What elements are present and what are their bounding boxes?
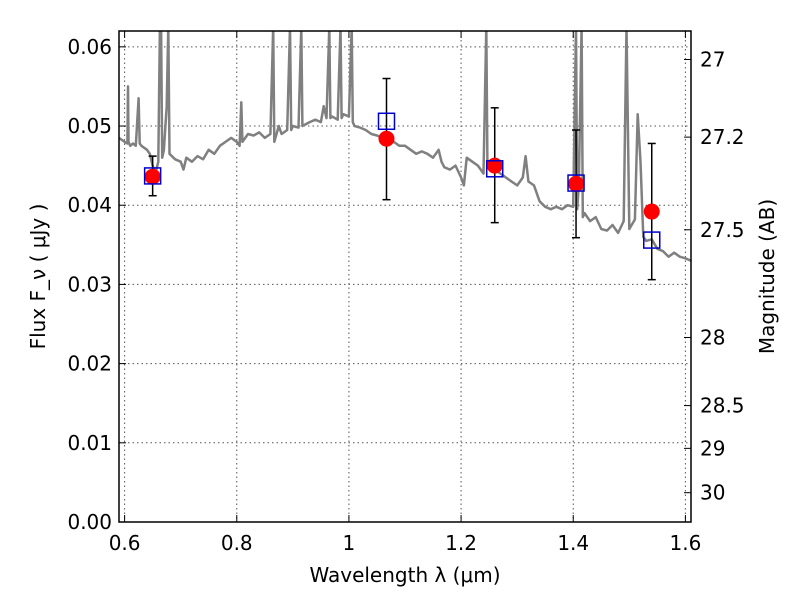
- x-tick-label: 1.4: [557, 531, 589, 555]
- x-tick-label: 1: [343, 531, 356, 555]
- model-photometry-square: [567, 174, 585, 192]
- model-photometry-squares: [143, 112, 661, 249]
- y-tick-label: 0.03: [67, 272, 112, 296]
- y-tick-label: 0.02: [67, 352, 112, 376]
- y-tick-label: 0.06: [67, 35, 112, 59]
- right-tick-label: 28: [700, 325, 725, 349]
- right-tick-label: 28.5: [700, 394, 745, 418]
- grid-lines: [119, 31, 691, 523]
- plot-frame: [118, 30, 692, 523]
- right-tick-label: 27.2: [700, 125, 745, 149]
- model-photometry-square: [485, 160, 504, 178]
- observed-point: [568, 175, 585, 192]
- observed-points: [144, 130, 660, 220]
- y-tick-label: 0.00: [67, 510, 112, 534]
- y-tick-label: 0.05: [67, 114, 112, 138]
- right-tick-label: 30: [700, 481, 725, 505]
- x-tick-label: 1.2: [445, 531, 477, 555]
- observed-point: [144, 168, 161, 185]
- model-spectrum-line: [119, 31, 691, 262]
- model-photometry-square: [377, 112, 396, 131]
- y-axis-label: Flux F_ν ( μJy ): [26, 204, 50, 350]
- x-tick-label: 0.6: [109, 531, 141, 555]
- y-tick-label: 0.01: [67, 431, 112, 455]
- right-tick-label: 29: [700, 436, 725, 460]
- axes: 0.6 0.8 1 1.2 1.4 1.6 0.00 0.01 0.02 0.03 0.04 0.05…: [67, 31, 745, 555]
- x-tick-label: 0.8: [221, 531, 253, 555]
- x-axis-label: Wavelength λ (μm): [309, 563, 500, 587]
- x-tick-label: 1.6: [669, 531, 701, 555]
- y-tick-label: 0.04: [67, 193, 112, 217]
- model-photometry-square: [143, 167, 162, 185]
- model-spectrum: [119, 31, 691, 262]
- observed-point: [643, 203, 660, 220]
- model-photometry-square: [642, 231, 661, 249]
- right-tick-label: 27: [700, 48, 725, 72]
- right-tick-label: 27.5: [700, 218, 745, 242]
- right-axis-label: Magnitude (AB): [755, 199, 779, 354]
- observed-point: [378, 130, 395, 147]
